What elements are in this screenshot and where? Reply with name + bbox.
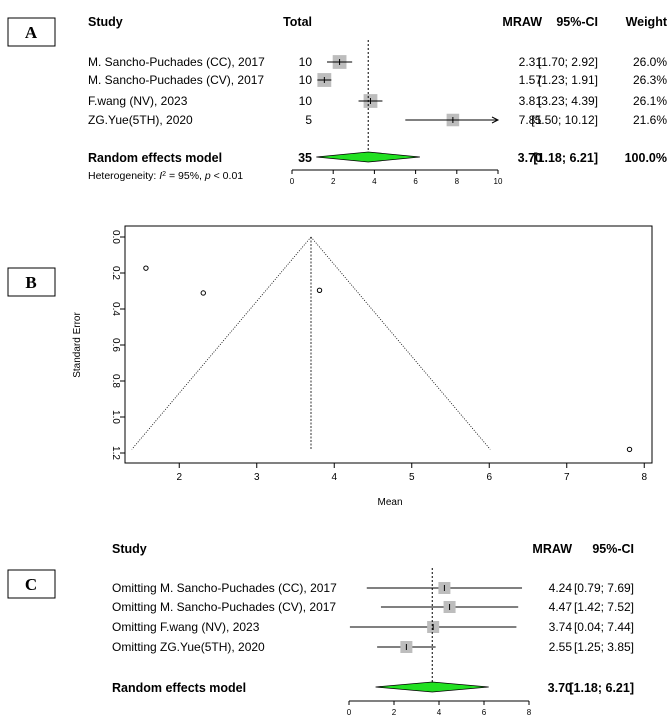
a-study-total: 5 bbox=[305, 113, 312, 127]
c-study-mraw: 2.55 bbox=[549, 640, 573, 654]
b-x-tick-label: 7 bbox=[564, 472, 570, 483]
b-funnel-right bbox=[310, 236, 491, 450]
c-x-tick-label: 4 bbox=[437, 708, 442, 717]
a-summary-weight: 100.0% bbox=[625, 151, 667, 165]
c-summary-ci: [1.18; 6.21] bbox=[569, 681, 634, 695]
a-summary-mraw: 3.70 bbox=[518, 151, 542, 165]
a-ci-arrow bbox=[491, 116, 500, 124]
b-y-tick-label: 1.0 bbox=[110, 410, 121, 424]
b-x-tick-label: 2 bbox=[176, 472, 182, 483]
a-x-tick-label: 2 bbox=[331, 177, 336, 186]
b-study-point bbox=[316, 287, 323, 293]
a-header-study: Study bbox=[88, 15, 123, 29]
panel-label-box-a bbox=[7, 17, 56, 47]
b-y-tick-label: 0.4 bbox=[110, 302, 121, 316]
a-study-total: 10 bbox=[299, 94, 313, 108]
a-header-ci: 95%-CI bbox=[556, 15, 598, 29]
a-study-ci: [1.23; 1.91] bbox=[538, 73, 598, 87]
c-study-label: Omitting ZG.Yue(5TH), 2020 bbox=[112, 640, 265, 654]
a-header-mraw: MRAW bbox=[502, 15, 542, 29]
b-study-point bbox=[626, 446, 633, 453]
a-study-ci: [1.70; 2.92] bbox=[538, 55, 598, 69]
c-x-tick-label: 0 bbox=[347, 708, 352, 717]
b-y-tick-label: 0.0 bbox=[110, 230, 121, 244]
c-study-ci: [0.04; 7.44] bbox=[574, 620, 634, 634]
c-header-study: Study bbox=[112, 542, 147, 556]
a-study-label: ZG.Yue(5TH), 2020 bbox=[88, 113, 193, 127]
a-x-tick-label: 10 bbox=[494, 177, 503, 186]
a-study-weight: 26.1% bbox=[633, 94, 667, 108]
a-study-label: F.wang (NV), 2023 bbox=[88, 94, 188, 108]
c-study-ci: [1.42; 7.52] bbox=[574, 600, 634, 614]
b-xlabel: Mean bbox=[377, 497, 402, 508]
c-study-mraw: 4.24 bbox=[549, 581, 573, 595]
panel-label-c: C bbox=[25, 575, 37, 594]
b-y-tick-label: 0.8 bbox=[110, 374, 121, 388]
a-study-weight: 21.6% bbox=[633, 113, 667, 127]
panel-label-b: B bbox=[25, 273, 36, 292]
a-summary-ci: [1.18; 6.21] bbox=[533, 151, 598, 165]
a-study-total: 10 bbox=[299, 73, 313, 87]
a-study-mraw: 3.81 bbox=[519, 94, 543, 108]
c-study-label: Omitting M. Sancho-Puchades (CC), 2017 bbox=[112, 581, 337, 595]
a-x-tick-label: 6 bbox=[413, 177, 418, 186]
a-study-mraw: 7.81 bbox=[519, 113, 543, 127]
b-x-tick-label: 5 bbox=[409, 472, 415, 483]
a-study-ci: [5.50; 10.12] bbox=[531, 113, 598, 127]
b-y-tick-label: 1.2 bbox=[110, 446, 121, 460]
a-study-mraw: 2.31 bbox=[519, 55, 543, 69]
a-summary-total: 35 bbox=[298, 151, 312, 165]
c-study-label: Omitting M. Sancho-Puchades (CV), 2017 bbox=[112, 600, 336, 614]
panel-label-box-c bbox=[7, 569, 56, 599]
b-x-tick-label: 8 bbox=[641, 472, 647, 483]
a-summary-diamond bbox=[316, 151, 420, 163]
c-summary-diamond bbox=[375, 681, 489, 693]
a-study-label: M. Sancho-Puchades (CV), 2017 bbox=[88, 73, 264, 87]
b-x-tick-label: 6 bbox=[486, 472, 492, 483]
c-x-tick-label: 6 bbox=[482, 708, 487, 717]
c-summary-label: Random effects model bbox=[112, 681, 246, 695]
a-study-label: M. Sancho-Puchades (CC), 2017 bbox=[88, 55, 265, 69]
a-summary-label: Random effects model bbox=[88, 151, 222, 165]
a-x-tick-label: 4 bbox=[372, 177, 377, 186]
a-study-weight: 26.3% bbox=[633, 73, 667, 87]
a-study-total: 10 bbox=[299, 55, 313, 69]
b-ylabel: Standard Error bbox=[72, 312, 83, 378]
c-study-ci: [1.25; 3.85] bbox=[574, 640, 634, 654]
c-header-mraw: MRAW bbox=[532, 542, 572, 556]
c-x-tick-label: 8 bbox=[527, 708, 532, 717]
b-y-tick-label: 0.6 bbox=[110, 338, 121, 352]
a-header-total: Total bbox=[283, 15, 312, 29]
c-x-tick-label: 2 bbox=[392, 708, 397, 717]
c-study-ci: [0.79; 7.69] bbox=[574, 581, 634, 595]
c-study-mraw: 4.47 bbox=[549, 600, 573, 614]
b-plot-frame bbox=[124, 225, 653, 464]
b-x-tick-label: 3 bbox=[254, 472, 260, 483]
c-header-ci: 95%-CI bbox=[592, 542, 634, 556]
a-x-tick-label: 8 bbox=[455, 177, 460, 186]
b-funnel-left bbox=[131, 236, 312, 450]
panel-label-box-b bbox=[7, 267, 56, 297]
a-study-weight: 26.0% bbox=[633, 55, 667, 69]
c-study-label: Omitting F.wang (NV), 2023 bbox=[112, 620, 260, 634]
b-y-tick-label: 0.2 bbox=[110, 266, 121, 280]
c-study-mraw: 3.74 bbox=[549, 620, 573, 634]
c-summary-mraw: 3.70 bbox=[548, 681, 572, 695]
a-study-mraw: 1.57 bbox=[519, 73, 543, 87]
a-header-weight: Weight bbox=[626, 15, 668, 29]
a-x-tick-label: 0 bbox=[290, 177, 295, 186]
b-study-point bbox=[143, 265, 149, 271]
panel-label-a: A bbox=[25, 23, 38, 42]
a-study-ci: [3.23; 4.39] bbox=[538, 94, 598, 108]
a-heterogeneity: Heterogeneity: I2 = 95%, p < 0.01 bbox=[88, 170, 243, 182]
b-study-point bbox=[200, 290, 206, 296]
b-x-tick-label: 4 bbox=[331, 472, 337, 483]
